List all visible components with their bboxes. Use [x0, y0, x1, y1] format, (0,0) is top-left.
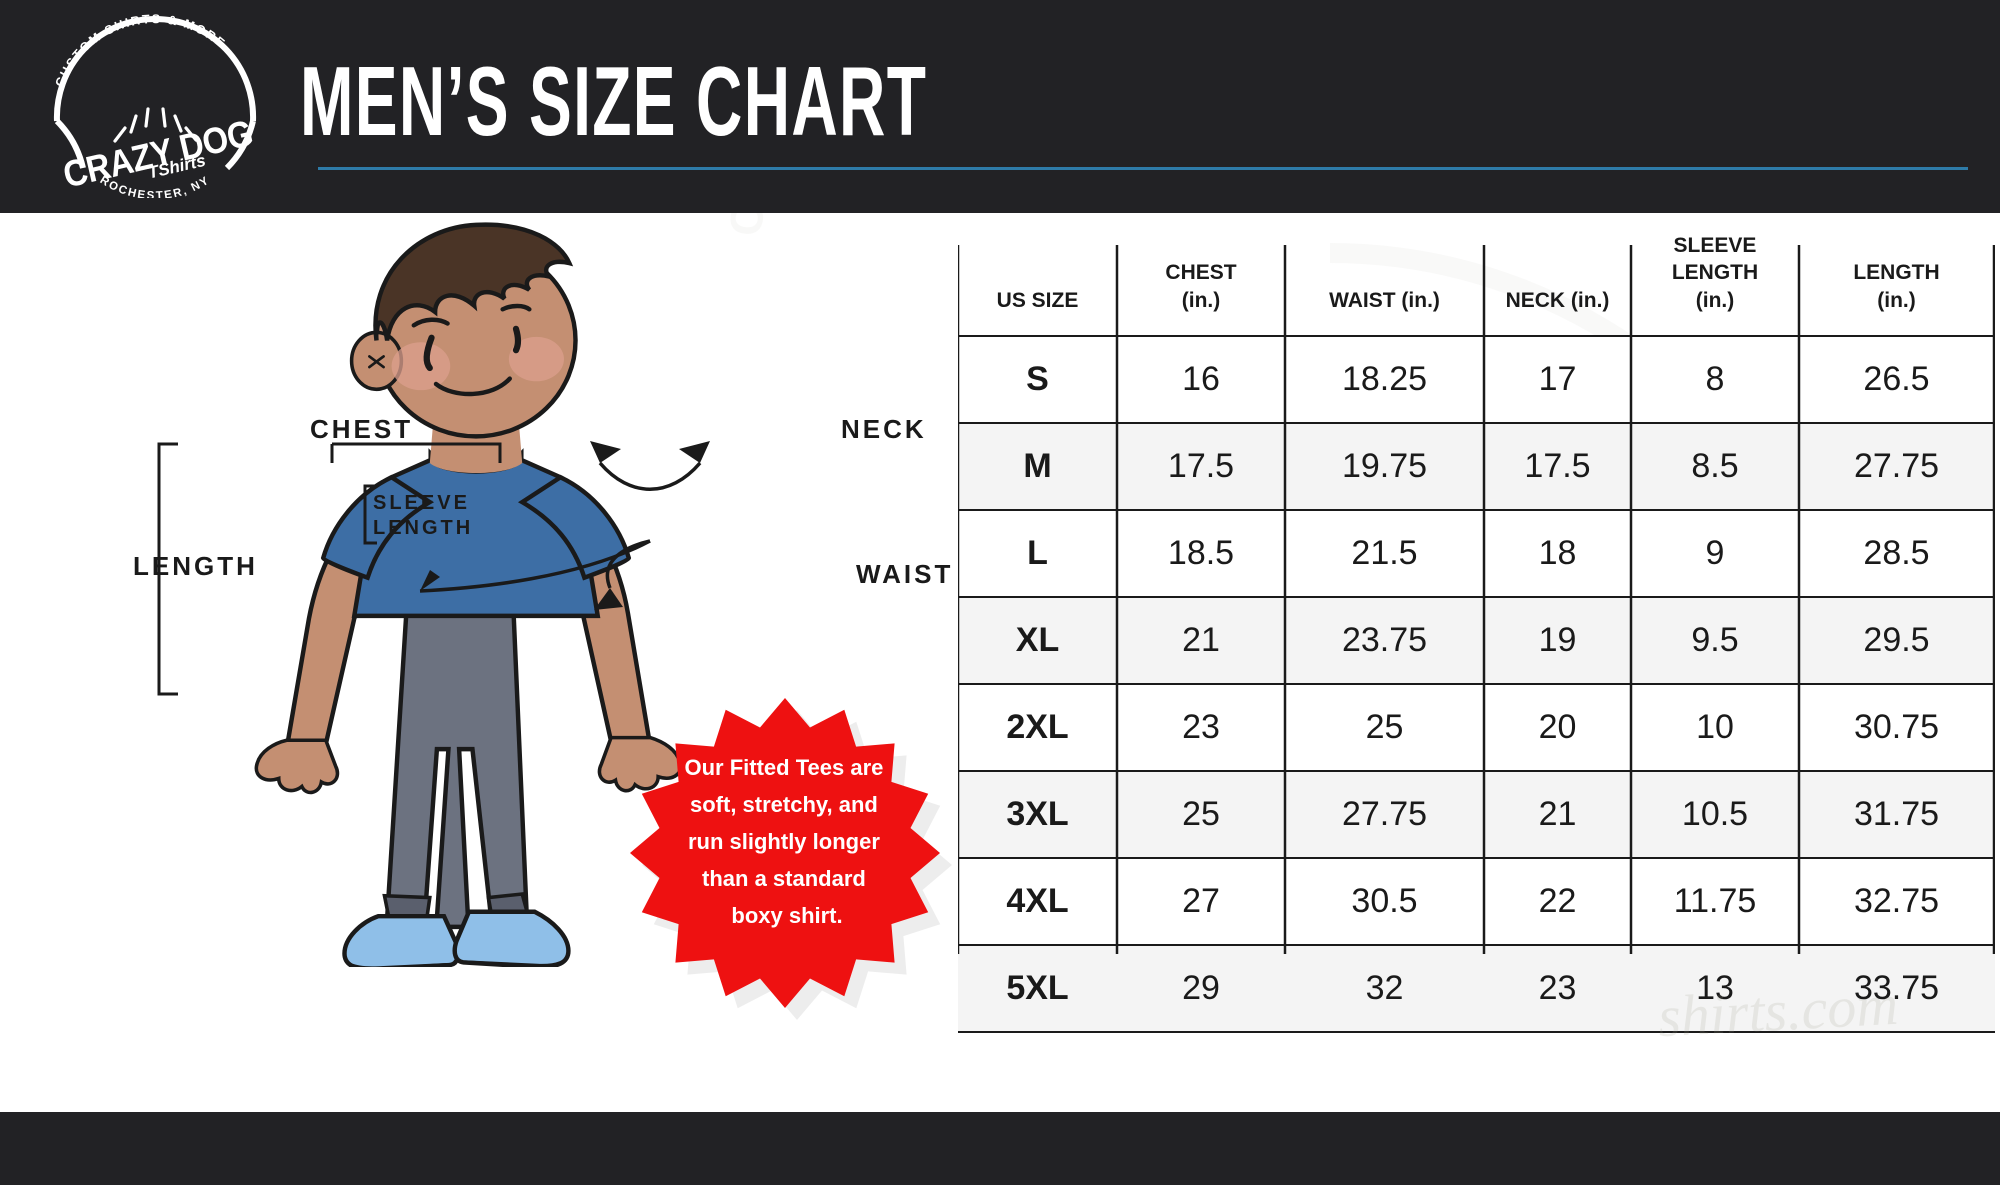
svg-text:CRAZY DOG: CRAZY DOG: [59, 112, 256, 195]
svg-text:CUSTOM SHIRTS & MORE: CUSTOM SHIRTS & MORE: [53, 13, 229, 89]
